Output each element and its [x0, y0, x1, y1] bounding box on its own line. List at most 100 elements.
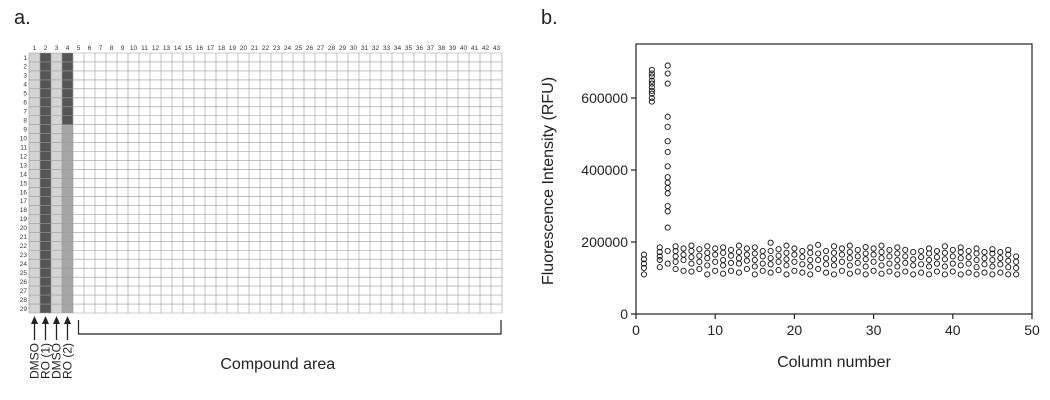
data-point [672, 258, 679, 265]
data-point [712, 267, 719, 274]
data-point [664, 163, 671, 170]
plate-column-label: 23 [273, 45, 281, 52]
data-point [751, 271, 758, 278]
data-point [854, 253, 861, 260]
plate-row-label: 26 [20, 279, 28, 286]
data-point [941, 243, 948, 250]
plate-row-label: 21 [20, 234, 28, 241]
data-point [918, 254, 925, 261]
scatter-panel: b. 0 10 20 30 40 50 0 200000 400000 600000 Colum… [540, 7, 1040, 371]
data-point [997, 269, 1004, 276]
data-point [688, 260, 695, 267]
data-point [775, 252, 782, 259]
plate-column-label: 4 [66, 45, 70, 52]
data-point [648, 94, 655, 102]
data-point [704, 243, 711, 250]
data-point [965, 254, 972, 261]
data-point [664, 148, 671, 156]
plate-column-label: 28 [328, 45, 336, 52]
data-point [862, 271, 869, 278]
plate-column-label: 39 [449, 45, 457, 52]
data-point [672, 247, 679, 255]
data-point [965, 269, 972, 276]
data-point [886, 260, 893, 267]
plate-column-label: 7 [99, 45, 103, 52]
plot-area-frame [635, 43, 1033, 315]
compound-area-bracket [77, 320, 502, 335]
data-point [862, 256, 869, 263]
data-point [799, 261, 806, 268]
control-column-fill [40, 53, 51, 313]
data-point [664, 202, 671, 210]
data-point [1013, 258, 1020, 265]
data-point [823, 269, 830, 276]
data-point [720, 249, 727, 256]
data-point [704, 262, 711, 269]
data-point [680, 245, 687, 252]
data-point [902, 259, 909, 266]
data-point [664, 62, 671, 69]
data-point [688, 254, 695, 261]
data-point [704, 249, 711, 256]
data-point [925, 271, 933, 278]
compound-area-label: Compound area [220, 356, 335, 373]
data-point [815, 256, 822, 264]
data-point [878, 255, 885, 262]
data-point [664, 260, 671, 267]
data-point [648, 87, 655, 94]
data-point [838, 245, 845, 252]
data-point [862, 250, 869, 257]
data-point [775, 258, 782, 265]
data-point [775, 246, 782, 253]
data-point [648, 73, 655, 80]
y-axis: 0 200000 400000 600000 [581, 90, 636, 322]
data-point [830, 249, 838, 256]
data-point [925, 250, 933, 257]
data-point [830, 271, 838, 278]
data-point [640, 260, 647, 267]
data-point [704, 271, 711, 278]
plate-row-label: 12 [20, 153, 28, 160]
data-point [664, 113, 671, 120]
data-point [1005, 246, 1012, 253]
data-point [973, 271, 980, 278]
data-point [902, 268, 909, 275]
plate-grid [28, 52, 503, 314]
data-point [791, 258, 798, 265]
data-point [735, 255, 743, 262]
plate-row-label: 24 [20, 261, 28, 268]
data-point [878, 270, 885, 277]
data-point [894, 250, 901, 257]
data-point [767, 247, 774, 255]
data-point [902, 253, 909, 260]
data-point [799, 254, 806, 261]
data-point [640, 256, 647, 263]
data-point [664, 179, 671, 186]
data-point [823, 255, 830, 262]
data-point [648, 70, 655, 77]
data-point [783, 262, 790, 269]
data-point [902, 246, 909, 253]
data-point [933, 254, 941, 261]
data-point [941, 256, 948, 263]
plate-column-label: 37 [427, 45, 435, 52]
plate-row-label: 17 [20, 198, 28, 205]
data-point [791, 267, 798, 274]
plate-row-label: 23 [20, 252, 28, 259]
data-point [672, 243, 679, 250]
data-point [957, 271, 964, 278]
data-point [735, 242, 743, 249]
data-point [1005, 271, 1012, 278]
panel-a-label: a. [14, 7, 31, 29]
data-point [886, 253, 893, 260]
data-point [735, 260, 743, 267]
data-point [973, 250, 980, 257]
data-point [672, 253, 679, 260]
data-point [894, 263, 901, 270]
data-point [925, 263, 933, 270]
plate-column-label: 33 [383, 45, 391, 52]
data-point [672, 265, 679, 273]
data-point [957, 244, 964, 251]
data-point [688, 268, 695, 275]
